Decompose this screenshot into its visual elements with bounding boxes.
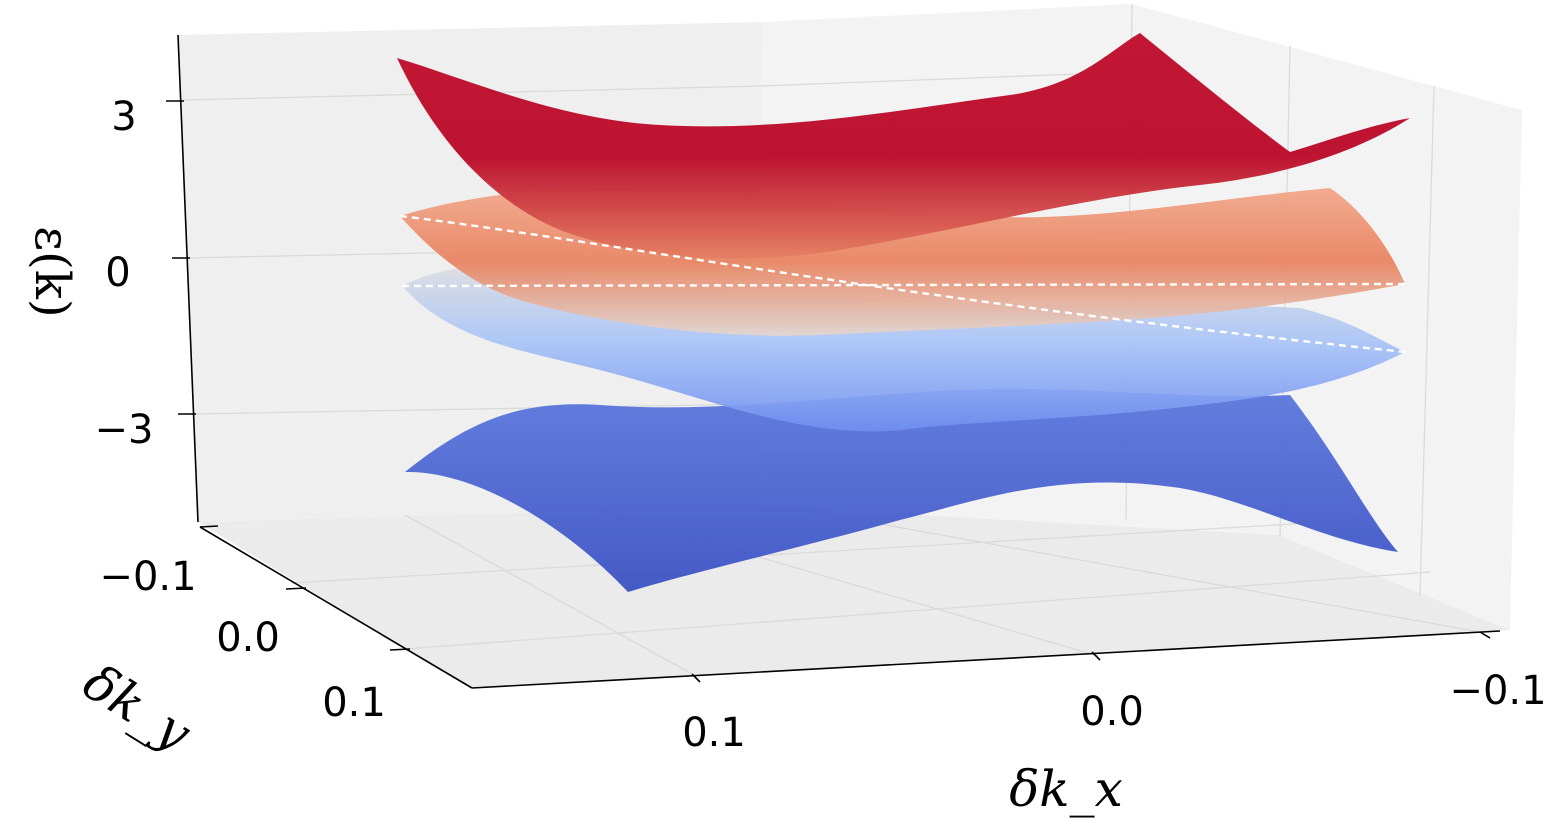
y-tick-label: 0.1 xyxy=(322,680,386,726)
y-tick-label: −0.1 xyxy=(99,554,196,600)
band-crossing-dashed-line xyxy=(399,214,1406,354)
axes xyxy=(177,34,1501,689)
y-axis-line xyxy=(199,526,473,689)
z-tick-label: 3 xyxy=(111,94,136,140)
band-1-surface xyxy=(405,388,1398,592)
x-tick-mark xyxy=(1479,631,1491,639)
y-tick-mark xyxy=(389,648,411,651)
z-tick-label: −3 xyxy=(95,407,154,453)
y-axis-label: δk_y xyxy=(73,653,201,763)
x-tick-label: 0.0 xyxy=(1080,689,1144,735)
z-axis-line xyxy=(177,34,199,523)
y-axis-ticks xyxy=(199,525,411,651)
band-surfaces xyxy=(397,33,1410,592)
y-tick-mark xyxy=(285,587,307,590)
x-tick-label: −0.1 xyxy=(1449,668,1546,714)
z-tick-label: 0 xyxy=(105,250,130,296)
z-axis-label: ε(k) xyxy=(24,226,80,317)
x-tick-mark xyxy=(691,673,701,683)
z-axis-ticks xyxy=(166,100,196,415)
x-tick-label: 0.1 xyxy=(682,710,746,756)
y-tick-label: 0.0 xyxy=(216,615,280,661)
x-axis-label: δk_x xyxy=(1009,760,1123,818)
y-tick-mark xyxy=(199,525,219,528)
x-axis-line xyxy=(471,630,1501,689)
band-4-surface xyxy=(397,33,1410,259)
x-axis-ticks xyxy=(691,631,1491,683)
floor-pane xyxy=(198,506,1510,688)
x-tick-mark xyxy=(1091,651,1101,661)
